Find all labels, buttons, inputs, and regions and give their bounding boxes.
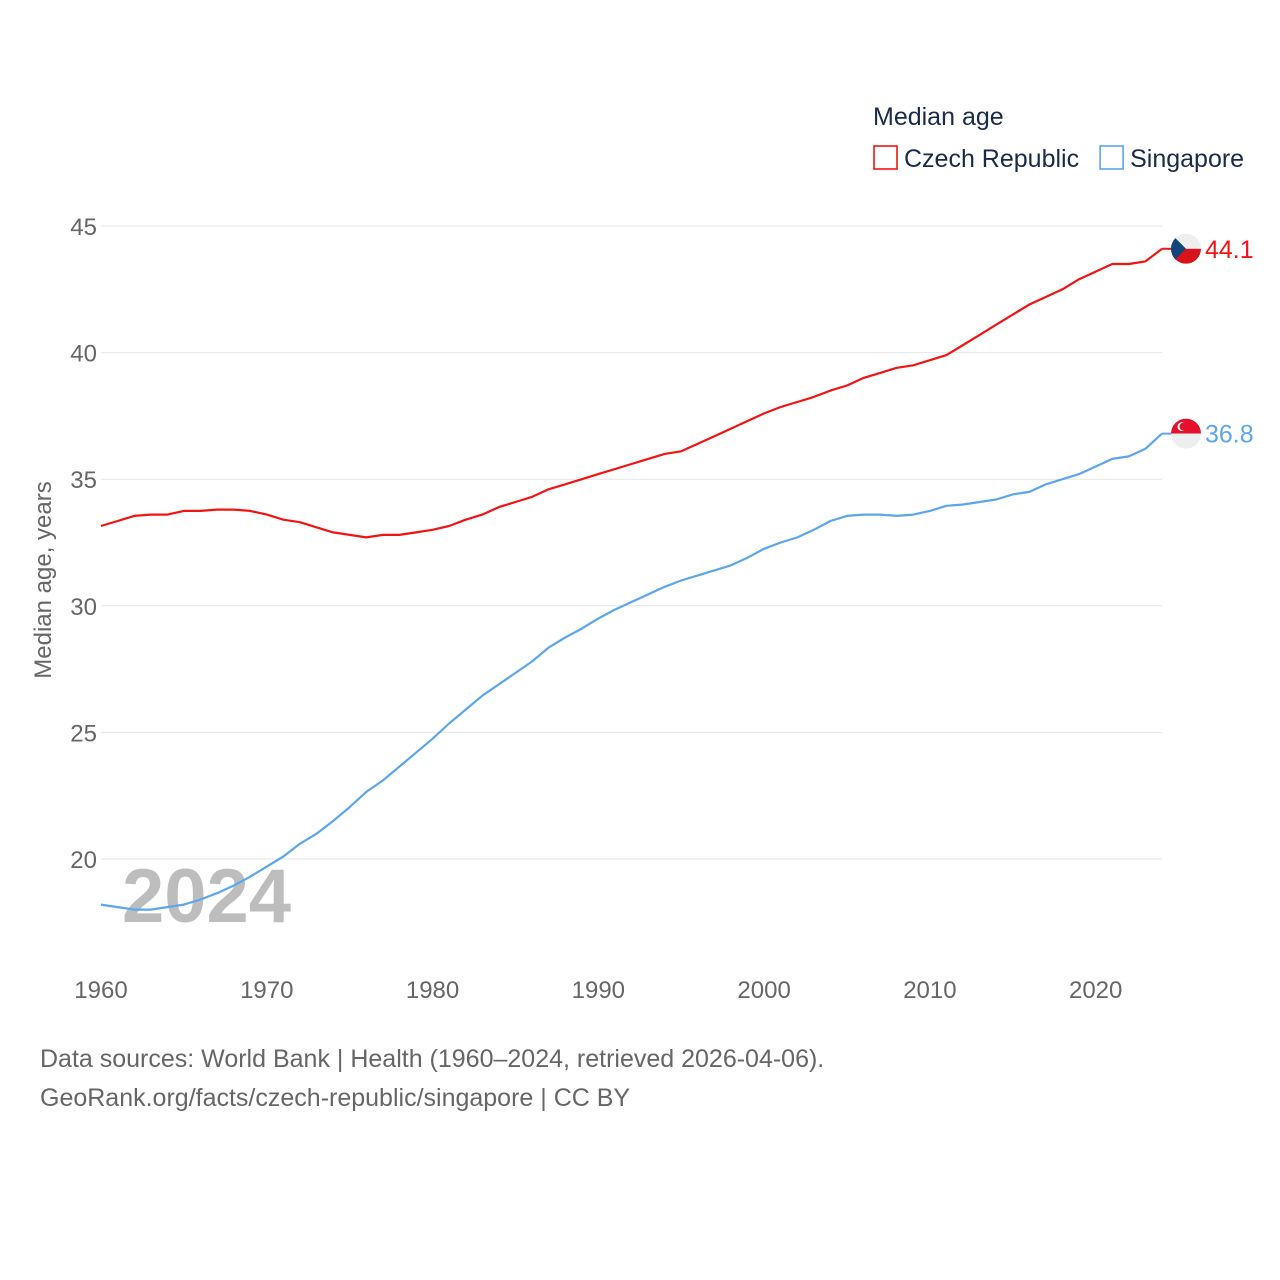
x-tick-label: 1980 [406, 977, 459, 1004]
legend-item: Singapore [1130, 145, 1244, 173]
footer-attribution: GeoRank.org/facts/czech-republic/singapo… [40, 1084, 631, 1112]
y-tick-label: 35 [70, 467, 97, 494]
legend-swatch [873, 145, 898, 170]
y-axis-label: Median age, years [30, 481, 57, 678]
x-tick-label: 2010 [903, 977, 956, 1004]
singapore-flag-icon [1171, 418, 1201, 449]
legend-title: Median age [873, 103, 1004, 131]
x-tick-label: 2000 [737, 977, 790, 1004]
end-value-label: 44.1 [1205, 236, 1254, 264]
footer-sources: Data sources: World Bank | Health (1960–… [40, 1045, 825, 1073]
x-tick-label: 1960 [74, 977, 127, 1004]
y-tick-label: 20 [70, 847, 97, 874]
x-tick-label: 2020 [1069, 977, 1122, 1004]
legend-item: Czech Republic [904, 145, 1079, 173]
end-value-label: 36.8 [1205, 421, 1254, 449]
series-line-czech-republic [100, 247, 1163, 539]
y-tick-label: 40 [70, 341, 97, 368]
czech-republic-flag-icon [1171, 233, 1201, 264]
x-tick-label: 1990 [572, 977, 625, 1004]
y-tick-label: 25 [70, 720, 97, 747]
series-line-singapore [100, 432, 1163, 911]
y-tick-label: 45 [70, 214, 97, 241]
x-tick-label: 1970 [240, 977, 293, 1004]
legend-swatch [1099, 145, 1124, 170]
y-tick-label: 30 [70, 594, 97, 621]
